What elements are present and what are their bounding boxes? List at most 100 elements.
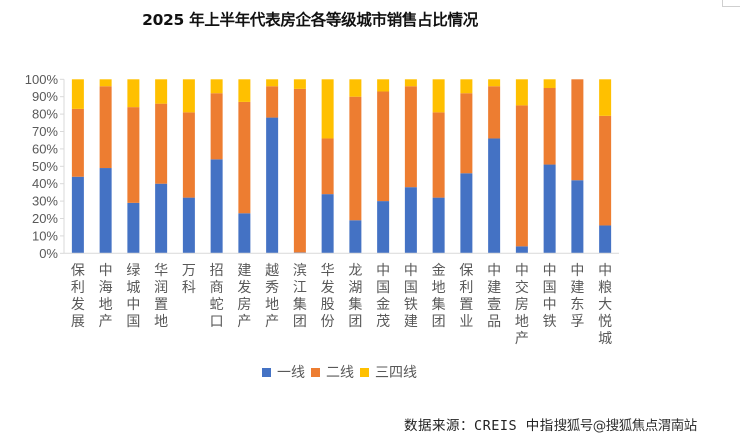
y-tick-label: 60% [32, 141, 58, 156]
bar-segment-tier3-4[interactable] [71, 79, 84, 109]
x-tick-label: 万科 [182, 263, 196, 296]
bar-segment-tier3-4[interactable] [266, 79, 279, 87]
x-tick-label: 中国金茂 [376, 263, 390, 330]
bar-stack [543, 79, 556, 254]
legend-label-tier2: 二线 [326, 365, 354, 381]
bar-segment-tier3-4[interactable] [488, 79, 501, 87]
bar-segment-tier1[interactable] [155, 183, 168, 254]
bar-segment-tier1[interactable] [432, 197, 445, 254]
bar-stack [127, 79, 140, 254]
bar-segment-tier2[interactable] [182, 112, 195, 198]
bar-segment-tier1[interactable] [404, 187, 417, 254]
x-tick-label: 招商蛇口 [210, 263, 224, 330]
bar-segment-tier3-4[interactable] [321, 79, 334, 139]
bar-segment-tier3-4[interactable] [155, 79, 168, 104]
x-tick-label: 华发股份 [321, 263, 335, 330]
window-corner-edge [722, 0, 740, 7]
bar-segment-tier3-4[interactable] [515, 79, 528, 106]
bar-segment-tier3-4[interactable] [432, 79, 445, 113]
x-tick-label: 中海地产 [99, 263, 113, 330]
bar-segment-tier2[interactable] [210, 93, 223, 160]
bar-segment-tier3-4[interactable] [127, 79, 140, 108]
bar-segment-tier2[interactable] [349, 96, 362, 221]
bar-stack [349, 79, 362, 254]
bar-segment-tier1[interactable] [266, 117, 279, 254]
bar-segment-tier1[interactable] [460, 173, 473, 254]
bar-stack [293, 79, 306, 254]
legend-swatch-tier1 [262, 367, 271, 377]
bar-segment-tier2[interactable] [377, 91, 390, 202]
bar-segment-tier2[interactable] [293, 88, 306, 253]
bar-segment-tier2[interactable] [571, 79, 584, 181]
x-tick-label: 滨江集团 [293, 263, 307, 330]
bar-segment-tier3-4[interactable] [599, 79, 612, 116]
legend-item-tier2[interactable]: 二线 [311, 362, 354, 382]
bar-segment-tier2[interactable] [404, 86, 417, 188]
bar-stack [460, 79, 473, 254]
bar-segment-tier3-4[interactable] [182, 79, 195, 113]
x-tick-label: 中国中铁 [543, 263, 557, 330]
bar-stack [432, 79, 445, 254]
bar-segment-tier3-4[interactable] [404, 79, 417, 87]
x-tick-label: 金地集团 [432, 263, 446, 330]
bar-segment-tier3-4[interactable] [460, 79, 473, 94]
y-tick-label: 70% [32, 124, 58, 139]
bar-segment-tier1[interactable] [182, 197, 195, 254]
x-tick-label: 中国铁建 [404, 263, 418, 330]
bar-stack [515, 79, 528, 254]
y-axis: 0% 10% 20% 30% 40% 50% 60% 70% 80% 90% 100% [25, 72, 65, 261]
y-tick-label: 10% [32, 228, 58, 243]
legend-item-tier1[interactable]: 一线 [262, 362, 305, 382]
bar-segment-tier1[interactable] [127, 202, 140, 254]
bar-segment-tier3-4[interactable] [349, 79, 362, 97]
bar-stack [182, 79, 195, 254]
bar-segment-tier3-4[interactable] [238, 79, 251, 102]
bar-stack [71, 79, 84, 254]
bar-segment-tier2[interactable] [599, 115, 612, 226]
bar-segment-tier1[interactable] [210, 159, 223, 254]
bar-segment-tier3-4[interactable] [210, 79, 223, 94]
bar-stack [488, 79, 501, 254]
bar-segment-tier2[interactable] [266, 86, 279, 118]
bar-stack [238, 79, 251, 254]
legend-label-tier1: 一线 [277, 365, 305, 381]
bar-segment-tier2[interactable] [460, 93, 473, 174]
bar-segment-tier1[interactable] [99, 168, 112, 254]
bar-segment-tier2[interactable] [127, 107, 140, 203]
bar-segment-tier1[interactable] [488, 138, 501, 254]
bar-segment-tier2[interactable] [543, 88, 556, 165]
bar-segment-tier2[interactable] [71, 108, 84, 177]
bar-segment-tier1[interactable] [515, 246, 528, 254]
bar-segment-tier1[interactable] [571, 180, 584, 254]
bar-segment-tier3-4[interactable] [543, 79, 556, 88]
bar-segment-tier2[interactable] [515, 105, 528, 247]
bar-segment-tier2[interactable] [321, 138, 334, 195]
y-tick-label: 90% [32, 89, 58, 104]
bar-segment-tier2[interactable] [155, 103, 168, 184]
bar-segment-tier1[interactable] [543, 164, 556, 254]
legend-label-tier3-4: 三四线 [375, 365, 417, 381]
bar-segment-tier1[interactable] [238, 213, 251, 254]
bar-segment-tier2[interactable] [99, 86, 112, 169]
bars [71, 79, 612, 254]
bar-segment-tier2[interactable] [432, 112, 445, 198]
bar-segment-tier1[interactable] [349, 220, 362, 254]
bar-segment-tier3-4[interactable] [99, 79, 112, 87]
legend-item-tier3-4[interactable]: 三四线 [360, 362, 417, 382]
bar-segment-tier1[interactable] [377, 201, 390, 254]
x-tick-label: 中交房地产 [515, 263, 529, 347]
bar-stack [404, 79, 417, 254]
bar-segment-tier1[interactable] [599, 225, 612, 254]
bar-segment-tier2[interactable] [488, 86, 501, 139]
x-tick-label: 华润置地 [154, 263, 168, 330]
x-tick-label: 中建东孚 [570, 263, 584, 330]
bar-segment-tier2[interactable] [238, 101, 251, 214]
bar-segment-tier1[interactable] [71, 176, 84, 254]
bar-segment-tier1[interactable] [321, 194, 334, 254]
source-text: 数据来源：CREIS 中指 [404, 418, 554, 434]
bar-segment-tier3-4[interactable] [377, 79, 390, 92]
bar-segment-tier3-4[interactable] [293, 79, 306, 89]
bar-stack [99, 79, 112, 254]
bar-stack [377, 79, 390, 254]
